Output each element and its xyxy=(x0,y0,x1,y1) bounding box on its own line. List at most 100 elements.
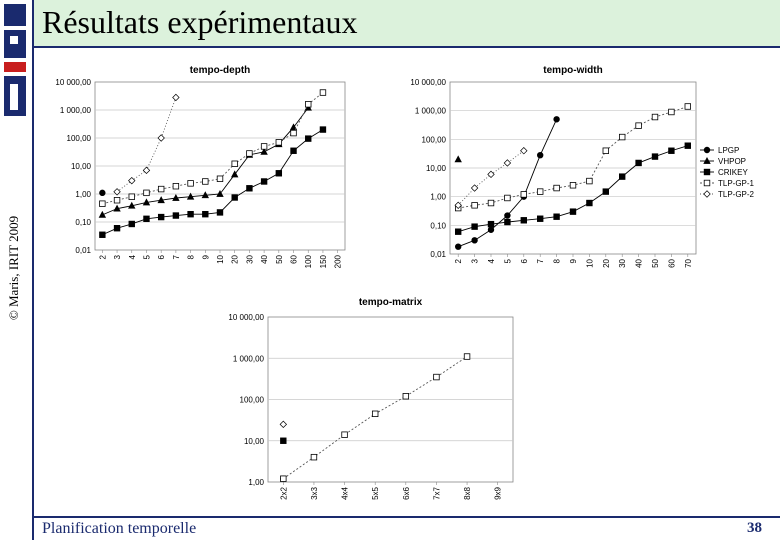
legend-entry: TLP-GP-1 xyxy=(718,179,755,188)
data-point xyxy=(275,139,283,146)
x-tick-label: 3x3 xyxy=(310,486,319,499)
data-point xyxy=(602,147,609,154)
data-point xyxy=(619,173,626,180)
y-tick-label: 1 000,00 xyxy=(60,106,92,115)
data-point xyxy=(231,160,238,167)
data-point xyxy=(187,210,194,218)
data-point xyxy=(113,197,121,204)
data-point xyxy=(99,231,106,238)
data-point xyxy=(668,108,675,116)
series-crikey xyxy=(280,437,287,444)
data-point xyxy=(157,134,165,142)
data-point xyxy=(602,188,609,195)
data-point xyxy=(305,135,312,142)
data-point xyxy=(487,226,495,233)
data-point xyxy=(305,101,312,108)
chart-tempo-depth: 0,01 0,10 1,00 10,00 100,00 1 000,00 10 000,00… xyxy=(55,65,346,268)
series-tlp-gp-1 xyxy=(280,353,471,482)
x-tick-label: 60 xyxy=(290,254,299,263)
series-tlp-gp-1 xyxy=(454,103,691,212)
data-point xyxy=(187,180,194,187)
series-lpgp xyxy=(455,116,560,250)
data-point xyxy=(143,215,150,223)
y-tick-label: 10,00 xyxy=(426,164,447,173)
y-tick-label: 1 000,00 xyxy=(415,107,447,116)
series-crikey xyxy=(454,142,691,235)
y-tick-label: 100,00 xyxy=(67,134,92,143)
data-point xyxy=(172,193,180,201)
x-tick-label: 5 xyxy=(503,258,512,263)
x-tick-label: 50 xyxy=(651,258,660,267)
x-tick-label: 9x9 xyxy=(494,486,503,499)
irit-logo xyxy=(2,2,30,126)
x-tick-label: 4x4 xyxy=(341,486,350,499)
data-point xyxy=(455,243,462,250)
footer-rule xyxy=(34,516,780,518)
data-point xyxy=(202,210,209,218)
data-point xyxy=(280,475,287,482)
y-tick-label: 10 000,00 xyxy=(410,78,446,87)
x-tick-label: 70 xyxy=(684,258,693,267)
x-tick-label: 60 xyxy=(667,258,676,267)
data-point xyxy=(113,225,121,232)
legend-marker xyxy=(703,190,711,198)
data-point xyxy=(157,213,165,221)
data-point xyxy=(635,122,642,129)
x-tick-label: 4 xyxy=(487,258,496,263)
y-tick-label: 0,01 xyxy=(75,246,91,255)
x-tick-label: 9 xyxy=(201,254,210,259)
x-tick-label: 6 xyxy=(157,254,166,259)
data-point xyxy=(99,189,106,197)
data-point xyxy=(619,133,626,141)
data-point xyxy=(463,353,471,360)
data-point xyxy=(231,170,239,178)
legend-marker xyxy=(703,156,711,164)
data-point xyxy=(553,184,560,192)
data-point xyxy=(553,213,560,220)
data-point xyxy=(157,185,165,193)
data-point xyxy=(635,159,642,167)
x-tick-label: 10 xyxy=(216,254,225,263)
data-point xyxy=(290,147,297,154)
data-point xyxy=(586,177,593,185)
series-tlp-gp-2 xyxy=(279,420,288,429)
legend-marker xyxy=(703,146,711,154)
page-number: 38 xyxy=(747,520,762,536)
sidebar xyxy=(0,0,34,540)
data-point xyxy=(186,192,195,200)
data-point xyxy=(319,126,327,133)
data-point xyxy=(280,437,287,444)
data-point xyxy=(128,176,136,185)
y-tick-label: 1,00 xyxy=(75,190,91,199)
data-point xyxy=(216,209,224,216)
data-point xyxy=(371,410,379,418)
chart-title: tempo-matrix xyxy=(359,297,423,308)
data-point xyxy=(537,151,544,159)
data-point xyxy=(275,170,283,177)
y-tick-label: 1 000,00 xyxy=(233,354,265,363)
x-tick-label: 2x2 xyxy=(279,486,288,499)
legend-entry: VHPOP xyxy=(718,157,746,166)
x-tick-label: 2 xyxy=(454,258,463,263)
data-point xyxy=(487,220,495,228)
data-point xyxy=(172,182,180,190)
data-point xyxy=(553,116,560,123)
chart-tempo-matrix: 1,00 10,00 100,00 1 000,00 10 000,00 2x2 3x3 4x… xyxy=(228,297,514,500)
x-tick-label: 3 xyxy=(471,258,480,263)
legend: LPGP VHPOP CRIKEY TLP-GP-1 TLP-GP-2 xyxy=(700,146,755,199)
data-point xyxy=(504,218,511,226)
data-point xyxy=(260,143,268,150)
data-point xyxy=(651,153,659,160)
data-point xyxy=(128,193,135,200)
sidebar-rule xyxy=(32,0,34,540)
y-tick-label: 100,00 xyxy=(240,396,265,405)
data-point xyxy=(290,129,297,137)
data-point xyxy=(216,175,224,182)
legend-entry: LPGP xyxy=(718,146,739,155)
y-tick-label: 0,10 xyxy=(430,221,446,230)
y-tick-label: 1,00 xyxy=(430,193,446,202)
data-point xyxy=(471,202,478,209)
data-point xyxy=(172,93,180,102)
data-point xyxy=(201,191,209,199)
data-point xyxy=(143,189,150,197)
